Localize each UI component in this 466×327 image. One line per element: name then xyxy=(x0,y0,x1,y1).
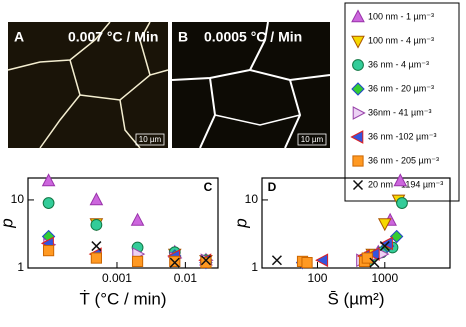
rate-label: 0.0005 °C / Min xyxy=(204,29,302,45)
point xyxy=(301,257,313,269)
y-axis-title: p xyxy=(231,218,250,228)
legend-label: 100 nm - 1 µm⁻³ xyxy=(368,11,434,21)
x-tick-label: 100 xyxy=(307,271,327,285)
legend-marker xyxy=(352,179,364,191)
point xyxy=(90,218,103,231)
point xyxy=(90,252,102,264)
scale-box xyxy=(135,133,165,146)
legend-label: 36nm - 41 µm⁻³ xyxy=(368,107,431,117)
boundary xyxy=(119,99,141,149)
y-tick-label: 10 xyxy=(245,192,259,206)
y-axis-title: p xyxy=(0,218,16,228)
point xyxy=(169,257,180,268)
x-axis-title: S̄ (µm²) xyxy=(327,289,384,308)
point xyxy=(393,173,408,187)
micrograph-b: B 0.0005 °C / Min 10 µm xyxy=(171,21,331,149)
point xyxy=(200,255,211,266)
panel-label: B xyxy=(178,29,188,45)
scale-box xyxy=(297,133,327,146)
x-axis-title: Ṫ (°C / min) xyxy=(79,289,166,308)
legend-marker xyxy=(351,35,365,49)
point xyxy=(130,212,145,226)
legend-marker xyxy=(351,82,365,96)
legend-label: 36 nm - 4 µm⁻³ xyxy=(368,59,429,69)
boundary xyxy=(214,114,301,126)
point xyxy=(42,197,55,209)
image-b xyxy=(172,22,330,148)
legend-label: 100 nm - 4 µm⁻³ xyxy=(368,35,434,45)
point xyxy=(396,197,408,209)
point xyxy=(377,218,392,232)
panel-label: A xyxy=(14,29,24,45)
y-tick-label: 10 xyxy=(11,192,25,206)
point xyxy=(89,192,104,206)
legend-marker xyxy=(352,155,364,167)
legend-label: 36 nm - 20 µm⁻³ xyxy=(368,83,434,93)
legend-marker xyxy=(350,130,364,144)
micrograph-a: A 0.007 °C / Min 10 µm xyxy=(7,21,169,149)
x-tick-label: 0.001 xyxy=(102,271,132,285)
point xyxy=(366,247,380,261)
scale-label: 10 µm xyxy=(139,135,162,144)
point xyxy=(169,255,181,268)
legend-marker xyxy=(352,106,366,120)
point xyxy=(200,257,212,269)
plot-frame xyxy=(27,177,219,269)
boundary xyxy=(139,21,151,76)
point xyxy=(41,173,56,187)
boundary xyxy=(39,59,81,149)
scale-label: 10 µm xyxy=(301,135,324,144)
y-tick-label: 1 xyxy=(251,260,258,274)
boundary xyxy=(79,69,169,101)
rate-label: 0.007 °C / Min xyxy=(68,29,158,45)
x-tick-label: 0.01 xyxy=(174,271,198,285)
panel-label: C xyxy=(204,180,213,194)
plot-frame xyxy=(261,177,451,269)
point xyxy=(379,241,390,252)
y-tick-label: 1 xyxy=(17,260,24,274)
point xyxy=(361,252,373,264)
point xyxy=(315,253,329,268)
legend-label: 36 nm - 205 µm⁻³ xyxy=(368,155,439,165)
legend-marker xyxy=(351,9,365,23)
legend-marker xyxy=(352,59,364,71)
legend-box xyxy=(344,2,460,202)
point xyxy=(389,229,404,244)
point xyxy=(91,241,102,252)
point xyxy=(271,255,282,266)
point xyxy=(42,245,55,257)
point xyxy=(369,257,380,268)
panel-label: D xyxy=(268,180,277,194)
legend-label: 36 nm -102 µm⁻³ xyxy=(368,131,436,141)
x-tick-label: 1000 xyxy=(371,271,398,285)
point xyxy=(131,255,144,268)
